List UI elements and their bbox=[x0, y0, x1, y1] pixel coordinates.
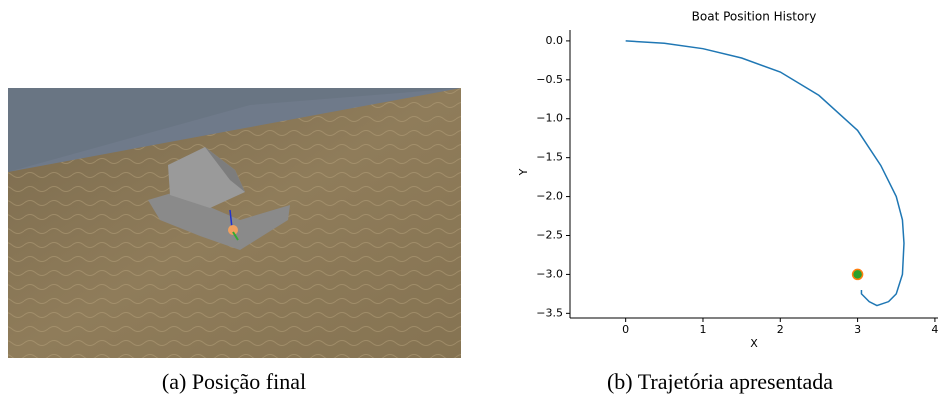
y-tick-label: −2.5 bbox=[536, 228, 563, 241]
y-tick-label: 0.0 bbox=[546, 34, 564, 47]
chart-title: Boat Position History bbox=[692, 10, 817, 24]
caption: (b) Trajetória apresentada bbox=[607, 369, 833, 394]
x-axis-label: X bbox=[750, 337, 758, 350]
y-tick-label: −1.0 bbox=[536, 112, 563, 125]
y-tick-label: −1.5 bbox=[536, 151, 563, 164]
y-axis-label: Y bbox=[517, 168, 530, 176]
x-tick-label: 2 bbox=[777, 323, 784, 336]
x-tick-label: 0 bbox=[622, 323, 629, 336]
caption: (a) Posição final bbox=[162, 369, 306, 394]
x-tick-label: 3 bbox=[854, 323, 861, 336]
x-tick-label: 4 bbox=[931, 323, 938, 336]
render-image bbox=[8, 88, 461, 358]
x-tick-label: 1 bbox=[699, 323, 706, 336]
chart: Boat Position History X Y 0 1 2 3 4 0.0 −0.5 −1… bbox=[517, 10, 938, 351]
y-tick-label: −3.5 bbox=[536, 306, 563, 319]
y-tick-label: −3.0 bbox=[536, 267, 563, 280]
final-point bbox=[851, 268, 864, 281]
y-tick-label: −2.0 bbox=[536, 190, 563, 203]
trajectory-line bbox=[625, 40, 905, 307]
y-tick-label: −0.5 bbox=[536, 73, 563, 86]
